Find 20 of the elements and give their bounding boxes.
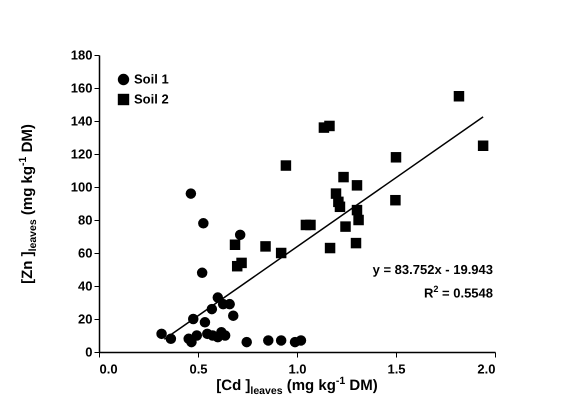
annotation: y = 83.752x - 19.943 — [372, 262, 493, 277]
y-tick-label: 80 — [78, 212, 92, 228]
y-tick-label: 0 — [85, 344, 92, 360]
y-tick-label: 140 — [70, 114, 92, 128]
y-tick-label: 180 — [70, 48, 92, 62]
x-tick-label: 2.0 — [477, 362, 496, 376]
annotation: R$^{2}$ = 0.5548 — [424, 284, 493, 300]
y-tick-label: 100 — [70, 180, 92, 194]
x-tick-label: 1.0 — [288, 362, 307, 376]
legend-label: Soil 2 — [134, 92, 169, 106]
x-tick-label: 0.0 — [100, 362, 118, 376]
x-tick-label: 0.5 — [189, 362, 208, 376]
x-tick-label: 1.5 — [387, 362, 406, 376]
y-tick-label: 20 — [78, 312, 92, 326]
x-axis-title: [Cd ]$_{leaves}$ (mg kg$^{-1}$ DM) — [216, 375, 378, 397]
y-tick-label: 120 — [70, 146, 92, 162]
y-tick-label: 40 — [78, 278, 92, 294]
legend-label: Soil 1 — [134, 72, 169, 86]
y-tick-label: 60 — [78, 246, 92, 260]
y-tick-label: 160 — [70, 80, 92, 96]
